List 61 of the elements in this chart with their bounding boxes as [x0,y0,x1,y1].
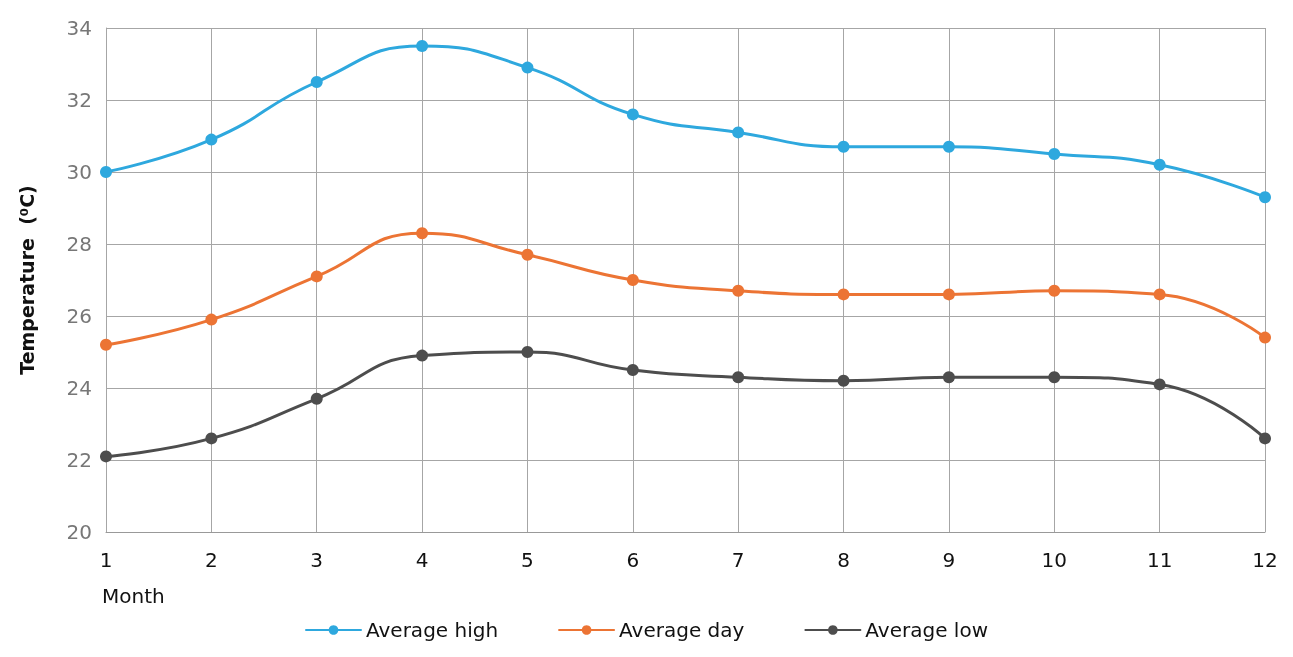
x-tick-label: 12 [1252,548,1278,572]
point [521,346,534,358]
x-tick-label: 4 [415,548,429,572]
point [521,248,534,261]
y-tick-label: 20 [66,520,92,544]
point [942,140,955,153]
legend-label: Average day [619,618,745,642]
point [100,166,112,178]
point [942,371,955,384]
x-tick-label: 6 [626,548,640,572]
y-tick-label: 24 [66,376,92,400]
point [205,133,218,146]
x-tick-label: 11 [1146,548,1173,572]
point [416,227,429,240]
point [837,140,850,153]
point [1048,284,1061,297]
point [310,76,323,88]
point [626,108,639,121]
x-tick-label: 8 [837,548,850,572]
point [626,274,639,286]
y-tick-label: 28 [66,232,92,256]
legend-label: Average low [865,618,988,642]
x-tick-label: 5 [521,548,534,572]
x-tick-label: 7 [731,548,745,572]
y-tick-label: 32 [66,88,92,112]
y-tick-label: 30 [66,160,92,184]
point [100,450,112,463]
x-tick-label: 10 [1041,548,1067,572]
x-tick-label: 3 [310,548,324,572]
y-tick-label: 26 [66,304,92,328]
point [310,392,323,405]
point [416,349,429,362]
point [1048,371,1061,384]
point [416,40,429,52]
y-tick-label: 34 [66,16,92,40]
point [521,61,534,74]
point [1259,191,1271,204]
point [1153,378,1166,391]
point [1153,158,1166,171]
x-axis-title: Month [102,584,165,608]
y-axis-title: Temperature (⁰C) [15,185,38,375]
point [942,288,955,301]
point [732,371,745,384]
point [1259,331,1271,344]
x-tick-label: 9 [942,548,956,572]
point [100,338,112,351]
point [732,126,745,139]
y-tick-label: 22 [66,448,92,472]
legend-label: Average high [366,618,499,642]
point [1153,288,1166,301]
point [837,374,850,387]
x-tick-label: 2 [205,548,218,572]
point [310,270,323,283]
point [732,284,745,297]
point [205,432,218,445]
point [1259,432,1271,445]
point [205,313,218,326]
point [837,288,850,301]
point [1048,148,1061,160]
x-tick-label: 1 [99,548,113,572]
point [626,364,639,376]
